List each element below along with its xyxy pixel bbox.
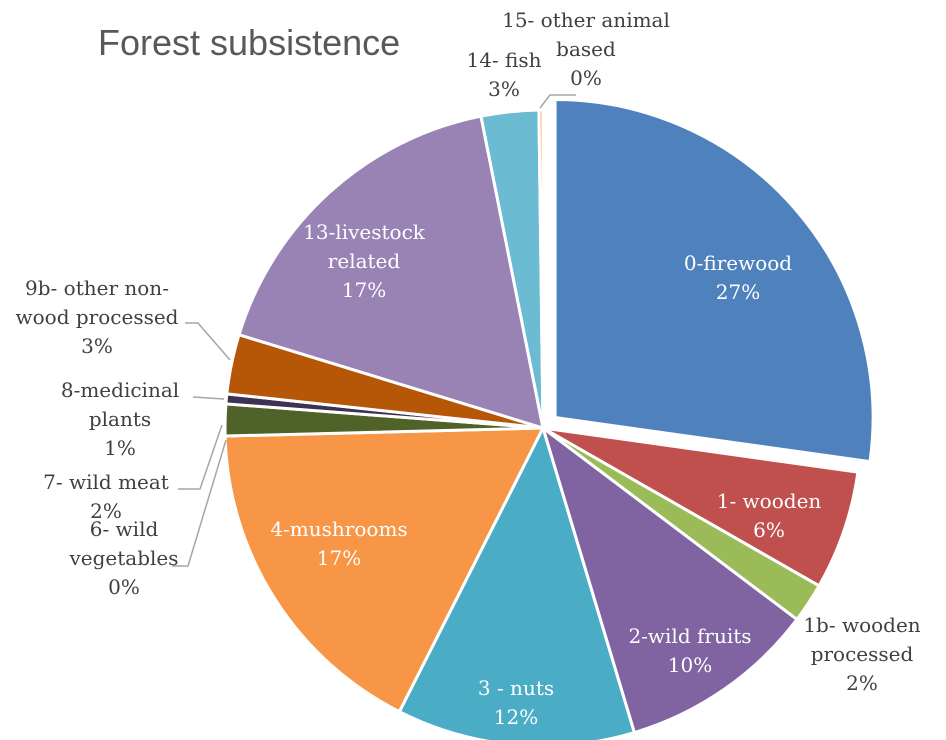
data-label-line: plants	[89, 407, 151, 431]
data-label-line: related	[328, 249, 401, 273]
data-label-line: 12%	[494, 705, 538, 729]
pie-slice-4-mushrooms	[223, 426, 545, 714]
leader-line-9b-other-non-wood-processed	[185, 322, 231, 361]
data-label-2-wild-fruits: 2-wild fruits 10%	[628, 624, 751, 677]
pie-slice-1-wooden	[541, 426, 860, 588]
data-label-13-livestock-related: 13-livestock related 17%	[303, 220, 426, 302]
leader-lines	[172, 94, 576, 567]
data-label-7-wild-meat: 7- wild meat 2%	[43, 470, 169, 523]
slice-labels: 0-firewood 27% 1- wooden 6% 1b- wooden proces…	[16, 8, 921, 729]
data-label-line: 3%	[488, 77, 520, 101]
data-label-0-firewood: 0-firewood 27%	[684, 251, 792, 304]
data-label-15-other-animal-based: 15- other animal based 0%	[502, 8, 670, 90]
data-label-line: 2%	[90, 499, 122, 523]
data-label-8-medicinal-plants: 8-medicinal plants 1%	[61, 378, 179, 460]
data-label-1b-wooden-processed: 1b- wooden processed 2%	[803, 613, 920, 695]
data-label-line: processed	[811, 642, 914, 666]
data-label-line: 14- fish	[466, 48, 541, 72]
data-label-line: 3 - nuts	[478, 676, 554, 700]
data-label-4-mushrooms: 4-mushrooms 17%	[270, 517, 407, 570]
data-label-line: 15- other animal	[502, 8, 670, 32]
leader-line-8-medicinal-plants	[192, 396, 225, 400]
data-label-line: 4-mushrooms	[270, 517, 407, 541]
pie-slice-0-firewood	[553, 98, 875, 464]
data-label-line: 0%	[108, 575, 140, 599]
pie-slice-3-nuts	[397, 426, 636, 740]
data-label-line: 0%	[570, 66, 602, 90]
data-label-9b-other-non-wood-processed: 9b- other non-wood processed 3%	[16, 276, 179, 358]
pie-slice-2-wild-fruits	[541, 426, 799, 735]
data-label-line: 7- wild meat	[43, 470, 169, 494]
data-label-line: wood processed	[16, 305, 179, 329]
leader-line-15-other-animal-based	[539, 94, 576, 109]
data-label-6-wild-vegetables: 6- wild vegetables 0%	[68, 517, 178, 599]
data-label-line: 10%	[668, 653, 712, 677]
data-label-line: 9b- other non-	[25, 276, 169, 300]
chart-title: Forest subsistence	[98, 22, 400, 63]
data-label-line: 8-medicinal	[61, 378, 179, 402]
data-label-14-fish: 14- fish 3%	[466, 48, 541, 101]
data-label-line: 3%	[81, 334, 113, 358]
data-label-line: 13-livestock	[303, 220, 426, 244]
pie-slice-15-other-animal-based	[537, 108, 545, 430]
data-label-line: 6- wild	[90, 517, 159, 541]
data-label-3-nuts: 3 - nuts 12%	[478, 676, 554, 729]
data-label-line: 1%	[104, 436, 136, 460]
leader-line-7-wild-meat	[178, 424, 223, 490]
pie-slices	[223, 98, 875, 740]
data-label-line: 1- wooden	[717, 489, 822, 513]
data-label-line: 17%	[317, 546, 361, 570]
data-label-line: 0-firewood	[684, 251, 792, 275]
data-label-line: 27%	[716, 280, 760, 304]
data-label-line: 17%	[342, 278, 386, 302]
data-label-line: 1b- wooden	[803, 613, 920, 637]
data-label-line: based	[556, 37, 616, 61]
data-label-line: vegetables	[68, 546, 178, 570]
data-label-1-wooden: 1- wooden 6%	[717, 489, 822, 542]
data-label-line: 2%	[846, 671, 878, 695]
leader-line-6-wild-vegetables	[172, 439, 227, 567]
pie-slice-13-livestock-related	[237, 114, 545, 430]
data-label-line: 2-wild fruits	[628, 624, 751, 648]
data-label-line: 6%	[753, 518, 785, 542]
